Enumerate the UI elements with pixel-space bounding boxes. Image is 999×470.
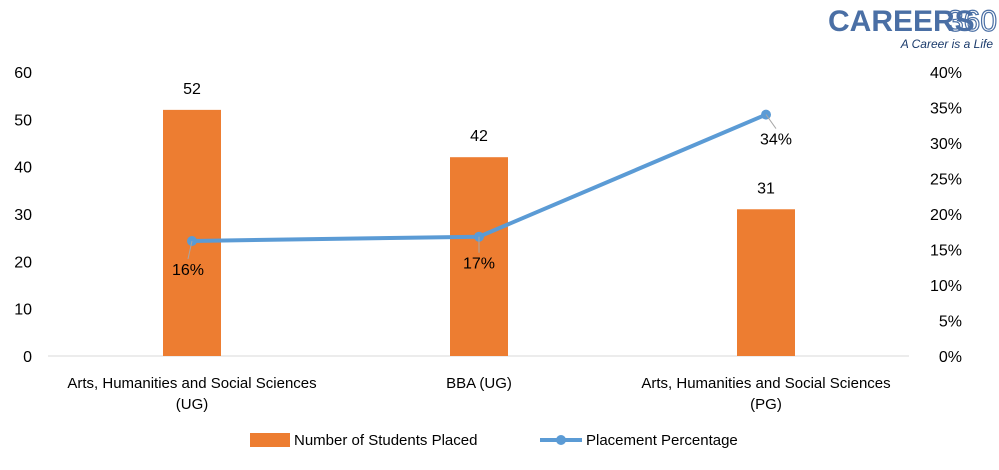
legend-swatch-bar xyxy=(250,433,290,447)
y-left-tick-label: 10 xyxy=(14,302,32,319)
label-leader-line xyxy=(187,240,193,260)
y-left-tick-label: 20 xyxy=(14,254,32,271)
y-right-tick-label: 10% xyxy=(930,278,962,295)
bar-series xyxy=(163,109,795,356)
y-left-tick-label: 40 xyxy=(14,160,32,177)
label-leader-line xyxy=(765,114,777,129)
y-left-tick-label: 0 xyxy=(23,349,32,366)
legend-swatch-marker xyxy=(556,435,566,445)
y-right-tick-label: 5% xyxy=(939,314,962,331)
bar-value-label: 52 xyxy=(183,81,201,98)
legend: Number of Students Placed Placement Perce… xyxy=(250,432,738,449)
y-right-tick-label: 40% xyxy=(930,65,962,82)
legend-label-line: Placement Percentage xyxy=(586,432,738,449)
y-right-tick-label: 35% xyxy=(930,101,962,118)
x-category-label: Arts, Humanities and Social Sciences (PG) xyxy=(641,375,890,413)
bar xyxy=(450,157,508,356)
bar xyxy=(737,209,795,356)
y-left-tick-label: 60 xyxy=(14,65,32,82)
line-value-label: 17% xyxy=(463,256,495,273)
x-category-label: BBA (UG) xyxy=(446,375,512,392)
careers360-logo: CAREERS 360 A Career is a Life xyxy=(828,4,998,51)
logo-tagline: A Career is a Life xyxy=(900,37,994,51)
y-right-tick-label: 20% xyxy=(930,207,962,224)
data-labels: 52 42 31 16% 17% 34% xyxy=(172,81,792,279)
bar xyxy=(163,109,221,356)
y-left-tick-label: 30 xyxy=(14,207,32,224)
y-right-tick-label: 30% xyxy=(930,136,962,153)
y-right-tick-label: 15% xyxy=(930,243,962,260)
bar-value-label: 42 xyxy=(470,128,488,145)
logo-number: 360 xyxy=(947,5,997,38)
line-value-label: 16% xyxy=(172,262,204,279)
legend-label-bar: Number of Students Placed xyxy=(294,432,477,449)
y-right-tick-label: 0% xyxy=(939,349,962,366)
axes: 0 10 20 30 40 50 60 0% 5% 10% 15% 20% 25% 30% 35% 40% Ar… xyxy=(14,65,962,413)
y-left-tick-label: 50 xyxy=(14,112,32,129)
line-value-label: 34% xyxy=(760,132,792,149)
y-right-tick-label: 25% xyxy=(930,172,962,189)
bar-value-label: 31 xyxy=(757,180,775,197)
logo-brand: CAREERS xyxy=(828,5,975,38)
x-category-label: Arts, Humanities and Social Sciences (UG) xyxy=(67,375,316,413)
